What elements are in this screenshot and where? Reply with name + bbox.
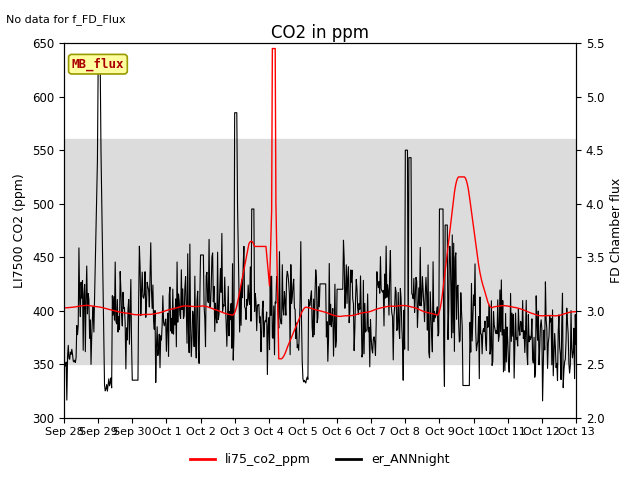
Y-axis label: LI7500 CO2 (ppm): LI7500 CO2 (ppm) bbox=[13, 173, 26, 288]
Title: CO2 in ppm: CO2 in ppm bbox=[271, 24, 369, 42]
Text: No data for f_FD_Flux: No data for f_FD_Flux bbox=[6, 14, 126, 25]
Bar bbox=[64, 140, 576, 364]
Text: MB_flux: MB_flux bbox=[72, 58, 124, 71]
Legend: li75_co2_ppm, er_ANNnight: li75_co2_ppm, er_ANNnight bbox=[186, 448, 454, 471]
Y-axis label: FD Chamber flux: FD Chamber flux bbox=[610, 178, 623, 283]
